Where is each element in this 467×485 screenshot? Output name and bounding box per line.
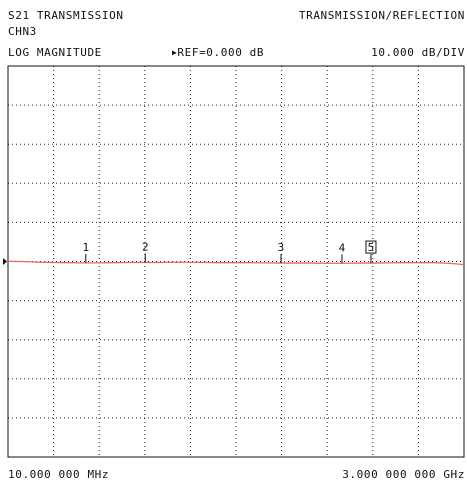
marker-label: 2 bbox=[142, 240, 149, 253]
stop-frequency: 3.000 000 000 GHz bbox=[342, 468, 465, 481]
scale-label: 10.000 dB/DIV bbox=[371, 46, 465, 59]
marker-active-box bbox=[365, 240, 377, 254]
marker-label: 3 bbox=[278, 241, 285, 254]
reference-readout: ▶REF=0.000 dB bbox=[172, 46, 264, 59]
reference-pointer-icon: ▶ bbox=[172, 48, 178, 57]
marker-label: 4 bbox=[339, 241, 346, 254]
format-label: LOG MAGNITUDE bbox=[8, 46, 102, 59]
mode-label: TRANSMISSION/REFLECTION bbox=[298, 9, 465, 22]
channel-label: CHN3 bbox=[8, 25, 37, 38]
graticule bbox=[8, 66, 464, 457]
marker-group: 1 2 3 4 5 bbox=[82, 240, 377, 264]
parameter-label: S21 TRANSMISSION bbox=[8, 9, 124, 22]
reference-level-icon bbox=[3, 258, 7, 265]
trace-line bbox=[7, 260, 465, 266]
start-frequency: 10.000 000 MHz bbox=[8, 468, 110, 481]
reference-label: REF=0.000 dB bbox=[177, 46, 265, 59]
marker-label: 1 bbox=[82, 241, 89, 254]
marker-label: 5 bbox=[368, 241, 375, 254]
